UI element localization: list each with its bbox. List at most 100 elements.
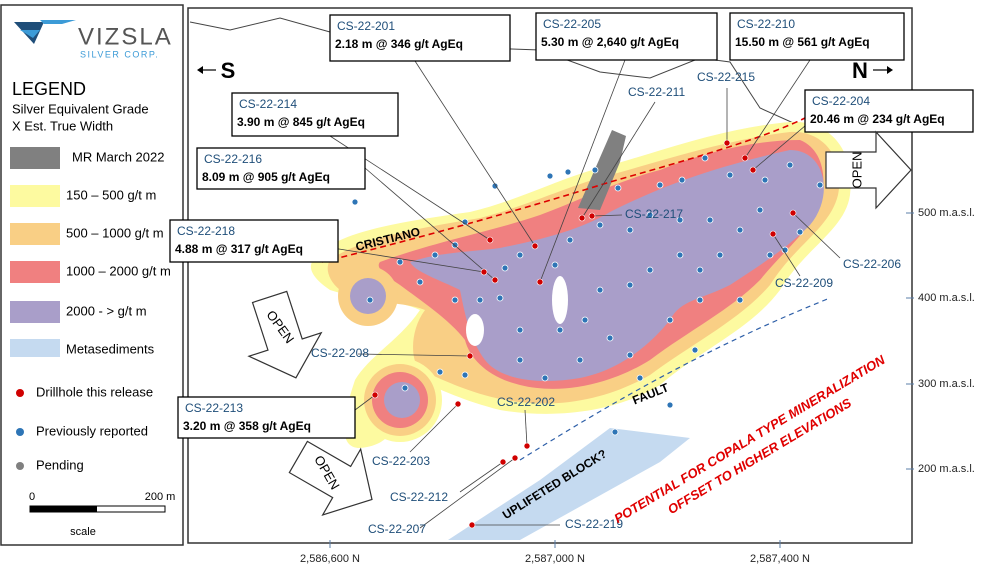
legend-zone-label: 1000 – 2000 g/t m (66, 263, 171, 278)
previous-hole (436, 368, 444, 376)
previous-hole (516, 251, 524, 259)
release-hole (531, 242, 539, 250)
logo-mark (20, 30, 40, 38)
callout-hole: CS-22-204 (812, 94, 870, 108)
release-hole (499, 458, 507, 466)
callout-intercept: 8.09 m @ 905 g/t AgEq (202, 170, 330, 184)
legend-swatch (10, 223, 60, 245)
hole-label: CS-22-209 (775, 276, 833, 290)
release-hole (480, 268, 488, 276)
previous-hole (556, 326, 564, 334)
hole-label: CS-22-208 (311, 346, 369, 360)
callout-intercept: 4.88 m @ 317 g/t AgEq (175, 242, 303, 256)
previous-hole (476, 296, 484, 304)
open-arrow-shape (288, 440, 373, 516)
scale-start: 0 (29, 491, 35, 503)
previous-hole (701, 154, 709, 162)
previous-hole (496, 294, 504, 302)
hole-label: CS-22-203 (372, 454, 430, 468)
open-arrow: OPEN (825, 130, 912, 210)
previous-hole (396, 258, 404, 266)
previous-hole (546, 172, 554, 180)
legend-swatch (10, 301, 60, 323)
previous-hole (501, 264, 509, 272)
previous-hole (416, 278, 424, 286)
release-hole (466, 352, 474, 360)
previous-hole (596, 286, 604, 294)
previous-hole (351, 198, 359, 206)
previous-hole (676, 251, 684, 259)
release-hole (741, 154, 749, 162)
previous-hole (581, 316, 589, 324)
previous-hole (431, 251, 439, 259)
previous-hole (596, 221, 604, 229)
callout-box (231, 92, 399, 137)
leader-line (524, 409, 528, 447)
compass-arrowhead (197, 66, 203, 74)
release-hole (789, 209, 797, 217)
release-hole (588, 212, 596, 220)
previous-hole (626, 226, 634, 234)
release-hole (723, 139, 731, 147)
release-hole (468, 521, 476, 529)
release-hole (578, 214, 586, 222)
leader-line (459, 461, 504, 493)
legend-zone-label: 2000 - > g/t m (66, 303, 147, 318)
callout-intercept: 20.46 m @ 234 g/t AgEq (810, 112, 945, 126)
previous-hole (736, 226, 744, 234)
hole-label: CS-22-207 (368, 522, 426, 536)
previous-hole (636, 374, 644, 382)
previous-hole (606, 334, 614, 342)
previous-hole (666, 316, 674, 324)
previous-hole (566, 236, 574, 244)
release-hole (769, 230, 777, 238)
previous-hole (401, 384, 409, 392)
logo-name: VIZSLA (78, 23, 173, 50)
release-hole (536, 278, 544, 286)
leader-line (591, 214, 623, 217)
zone-blob (384, 382, 420, 418)
callout-intercept: 5.30 m @ 2,640 g/t AgEq (541, 35, 679, 49)
zone-blob (350, 278, 386, 314)
release-hole (454, 400, 462, 408)
barren-gap (552, 276, 568, 324)
open-arrow: OPEN (247, 290, 323, 379)
leader-line (354, 394, 376, 411)
previous-hole (666, 401, 674, 409)
northing-label: 2,587,000 N (525, 553, 585, 565)
logo-mark (40, 20, 76, 24)
hole-label: CS-22-215 (697, 70, 755, 84)
compass-south: S (221, 58, 236, 83)
previous-hole (576, 356, 584, 364)
legend-subtitle: X Est. True Width (12, 118, 113, 133)
previous-hole (656, 181, 664, 189)
previous-hole (726, 171, 734, 179)
leader-line (581, 101, 656, 219)
callout-hole: CS-22-218 (177, 224, 235, 238)
metasediments (448, 428, 690, 540)
fault-trace (519, 297, 831, 461)
release-hole (511, 454, 519, 462)
previous-hole (816, 181, 824, 189)
previous-hole (451, 296, 459, 304)
release-hole (523, 442, 531, 450)
logo-tagline: SILVER CORP. (80, 49, 159, 59)
legend-swatch (10, 185, 60, 207)
release-hole (749, 166, 757, 174)
previous-hole (626, 351, 634, 359)
callout-hole: CS-22-216 (204, 152, 262, 166)
legend-zone-label: Metasediments (66, 341, 155, 356)
leader-line (772, 233, 801, 277)
leader-line (319, 245, 485, 273)
previous-hole (516, 356, 524, 364)
callout-intercept: 3.90 m @ 845 g/t AgEq (237, 115, 365, 129)
compass-arrowhead (887, 66, 893, 74)
hole-label: CS-22-217 (625, 207, 683, 221)
elevation-label: 300 m.a.s.l. (918, 378, 975, 390)
leader-line (539, 59, 626, 283)
leader-line (364, 167, 496, 281)
elevation-label: 500 m.a.s.l. (918, 207, 975, 219)
scale-end: 200 m (145, 491, 176, 503)
callout-hole: CS-22-210 (737, 17, 795, 31)
open-arrow-shape (247, 290, 323, 379)
